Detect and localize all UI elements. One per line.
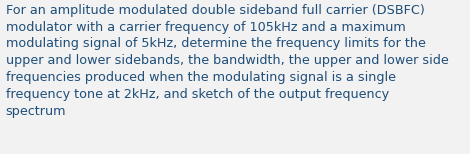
Text: For an amplitude modulated double sideband full carrier (DSBFC)
modulator with a: For an amplitude modulated double sideba… (6, 4, 448, 118)
